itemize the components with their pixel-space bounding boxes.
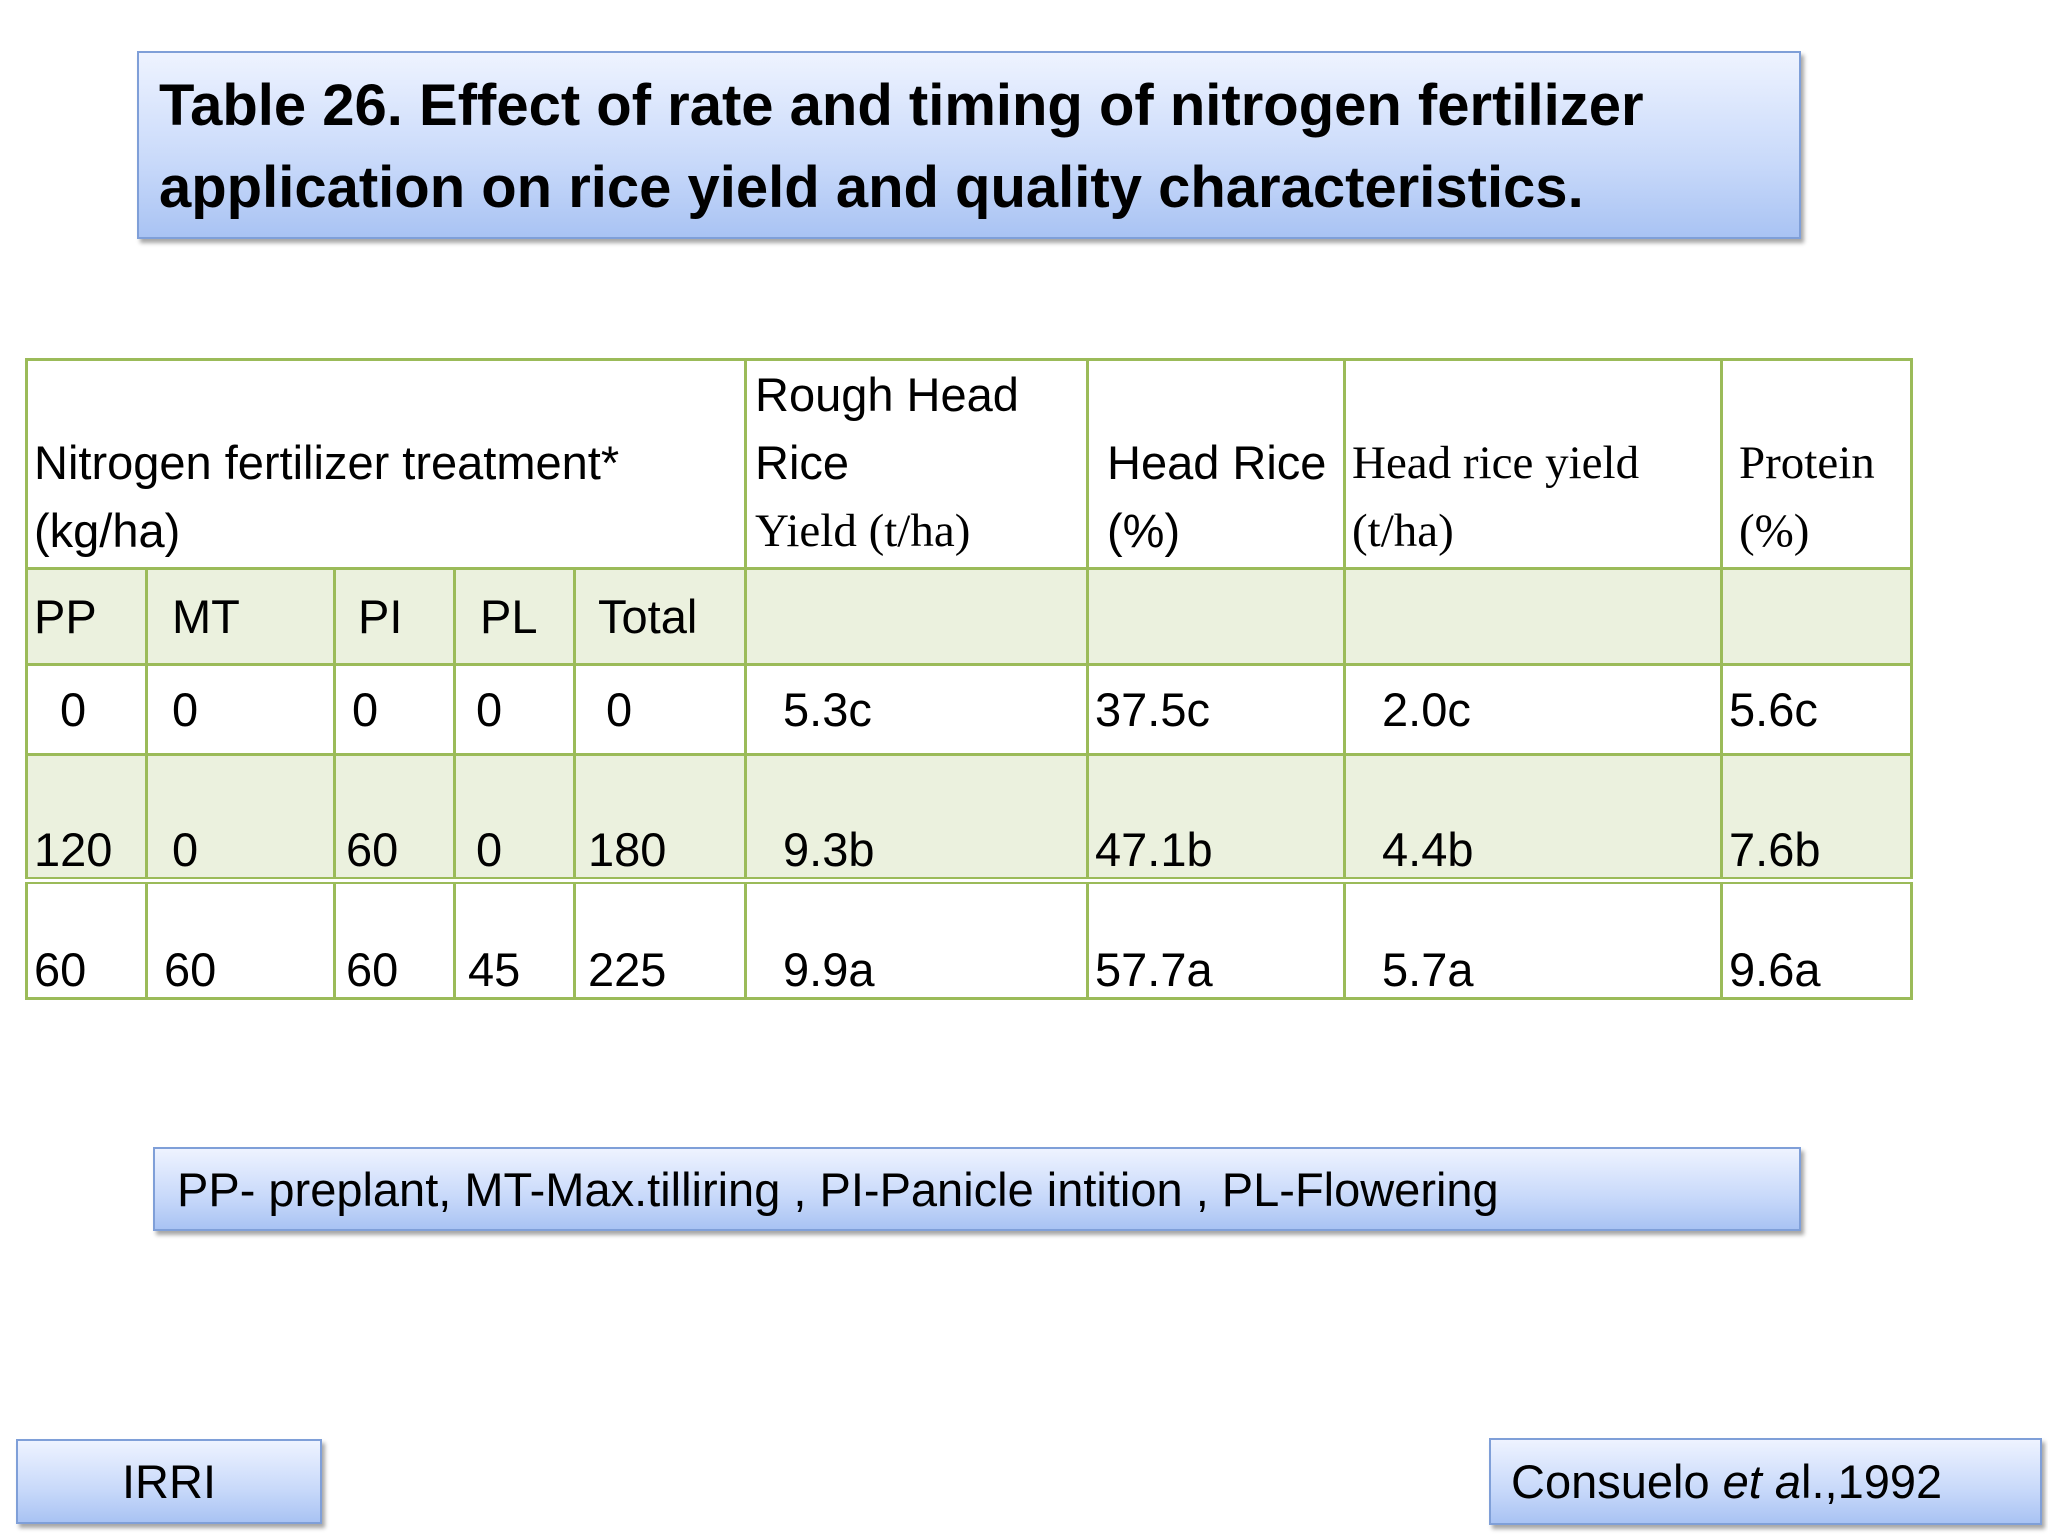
table-cell: 0 xyxy=(453,753,576,884)
table-cell: 9.6a xyxy=(1720,879,1913,1000)
table-cell: 7.6b xyxy=(1720,753,1913,884)
citation-year: ,1992 xyxy=(1824,1455,1943,1508)
subheader-pp: PP xyxy=(25,567,148,666)
head-rice-header-line2: (%) xyxy=(1107,504,1181,557)
rough-yield-header: Rough Head Rice Yield (t/ha) xyxy=(744,358,1089,570)
table-cell: 47.1b xyxy=(1086,753,1346,884)
table-cell: 60 xyxy=(333,753,456,884)
subheader-pl: PL xyxy=(453,567,576,666)
rough-yield-header-line2: Rice xyxy=(755,436,850,489)
table-cell: 0 xyxy=(453,663,576,756)
subheader-empty xyxy=(744,567,1089,666)
header-row: Nitrogen fertilizer treatment* (kg/ha) R… xyxy=(25,358,1913,570)
subheader-total: Total xyxy=(573,567,747,666)
table-cell: 5.6c xyxy=(1720,663,1913,756)
head-rice-yield-header-line2: (t/ha) xyxy=(1352,505,1454,557)
table-cell: 4.4b xyxy=(1343,753,1723,884)
protein-header-line1: Protein xyxy=(1739,437,1875,489)
table-cell: 0 xyxy=(25,663,148,756)
rough-yield-header-line1: Rough Head xyxy=(755,368,1019,421)
table-cell: 5.3c xyxy=(744,663,1089,756)
subheader-mt: MT xyxy=(145,567,336,666)
table-row: 120 0 60 0 180 9.3b 47.1b 4.4b 7.6b xyxy=(25,753,1913,884)
title-box: Table 26. Effect of rate and timing of n… xyxy=(137,51,1801,239)
table-cell: 225 xyxy=(573,879,747,1000)
subheader-pi: PI xyxy=(333,567,456,666)
data-table: Nitrogen fertilizer treatment* (kg/ha) R… xyxy=(25,358,1913,1000)
table-cell: 0 xyxy=(145,753,336,884)
table-cell: 0 xyxy=(145,663,336,756)
table-cell: 57.7a xyxy=(1086,879,1346,1000)
protein-header: Protein (%) xyxy=(1720,358,1913,570)
source-box: IRRI xyxy=(16,1439,322,1524)
head-rice-header: Head Rice (%) xyxy=(1086,358,1346,570)
treatment-header-line1: Nitrogen fertilizer treatment* xyxy=(34,436,620,489)
subheader-empty xyxy=(1086,567,1346,666)
protein-header-line2: (%) xyxy=(1739,505,1810,557)
table-cell: 9.3b xyxy=(744,753,1089,884)
citation-etal: et a xyxy=(1722,1455,1802,1508)
table-cell: 60 xyxy=(333,879,456,1000)
treatment-header-line2: (kg/ha) xyxy=(34,504,181,557)
table-cell: 60 xyxy=(145,879,336,1000)
table-cell: 5.7a xyxy=(1343,879,1723,1000)
citation-etal-tail: l. xyxy=(1801,1455,1825,1508)
source-label: IRRI xyxy=(122,1455,216,1508)
citation-author: Consuelo xyxy=(1511,1455,1723,1508)
citation-box: Consuelo et a l. ,1992 xyxy=(1489,1438,2042,1525)
table-cell: 0 xyxy=(333,663,456,756)
head-rice-yield-header-line1: Head rice yield xyxy=(1352,437,1640,489)
head-rice-yield-header: Head rice yield (t/ha) xyxy=(1343,358,1723,570)
head-rice-header-line1: Head Rice xyxy=(1107,436,1327,489)
table-cell: 120 xyxy=(25,753,148,884)
table-cell: 0 xyxy=(573,663,747,756)
table-cell: 37.5c xyxy=(1086,663,1346,756)
subheader-empty xyxy=(1720,567,1913,666)
table-row: 60 60 60 45 225 9.9a 57.7a 5.7a 9.6a xyxy=(25,879,1913,1000)
table-cell: 2.0c xyxy=(1343,663,1723,756)
table-row: 0 0 0 0 0 5.3c 37.5c 2.0c 5.6c xyxy=(25,663,1913,756)
table-cell: 180 xyxy=(573,753,747,884)
slide-title: Table 26. Effect of rate and timing of n… xyxy=(159,73,1644,220)
subheader-row: PP MT PI PL Total xyxy=(25,567,1913,666)
abbreviation-note: PP- preplant, MT-Max.tilliring , PI-Pani… xyxy=(177,1162,1499,1216)
treatment-header: Nitrogen fertilizer treatment* (kg/ha) xyxy=(25,358,747,570)
rough-yield-header-line3: Yield (t/ha) xyxy=(755,505,971,557)
table-cell: 9.9a xyxy=(744,879,1089,1000)
subheader-empty xyxy=(1343,567,1723,666)
table-cell: 60 xyxy=(25,879,148,1000)
abbreviation-note-box: PP- preplant, MT-Max.tilliring , PI-Pani… xyxy=(153,1147,1801,1231)
table-cell: 45 xyxy=(453,879,576,1000)
